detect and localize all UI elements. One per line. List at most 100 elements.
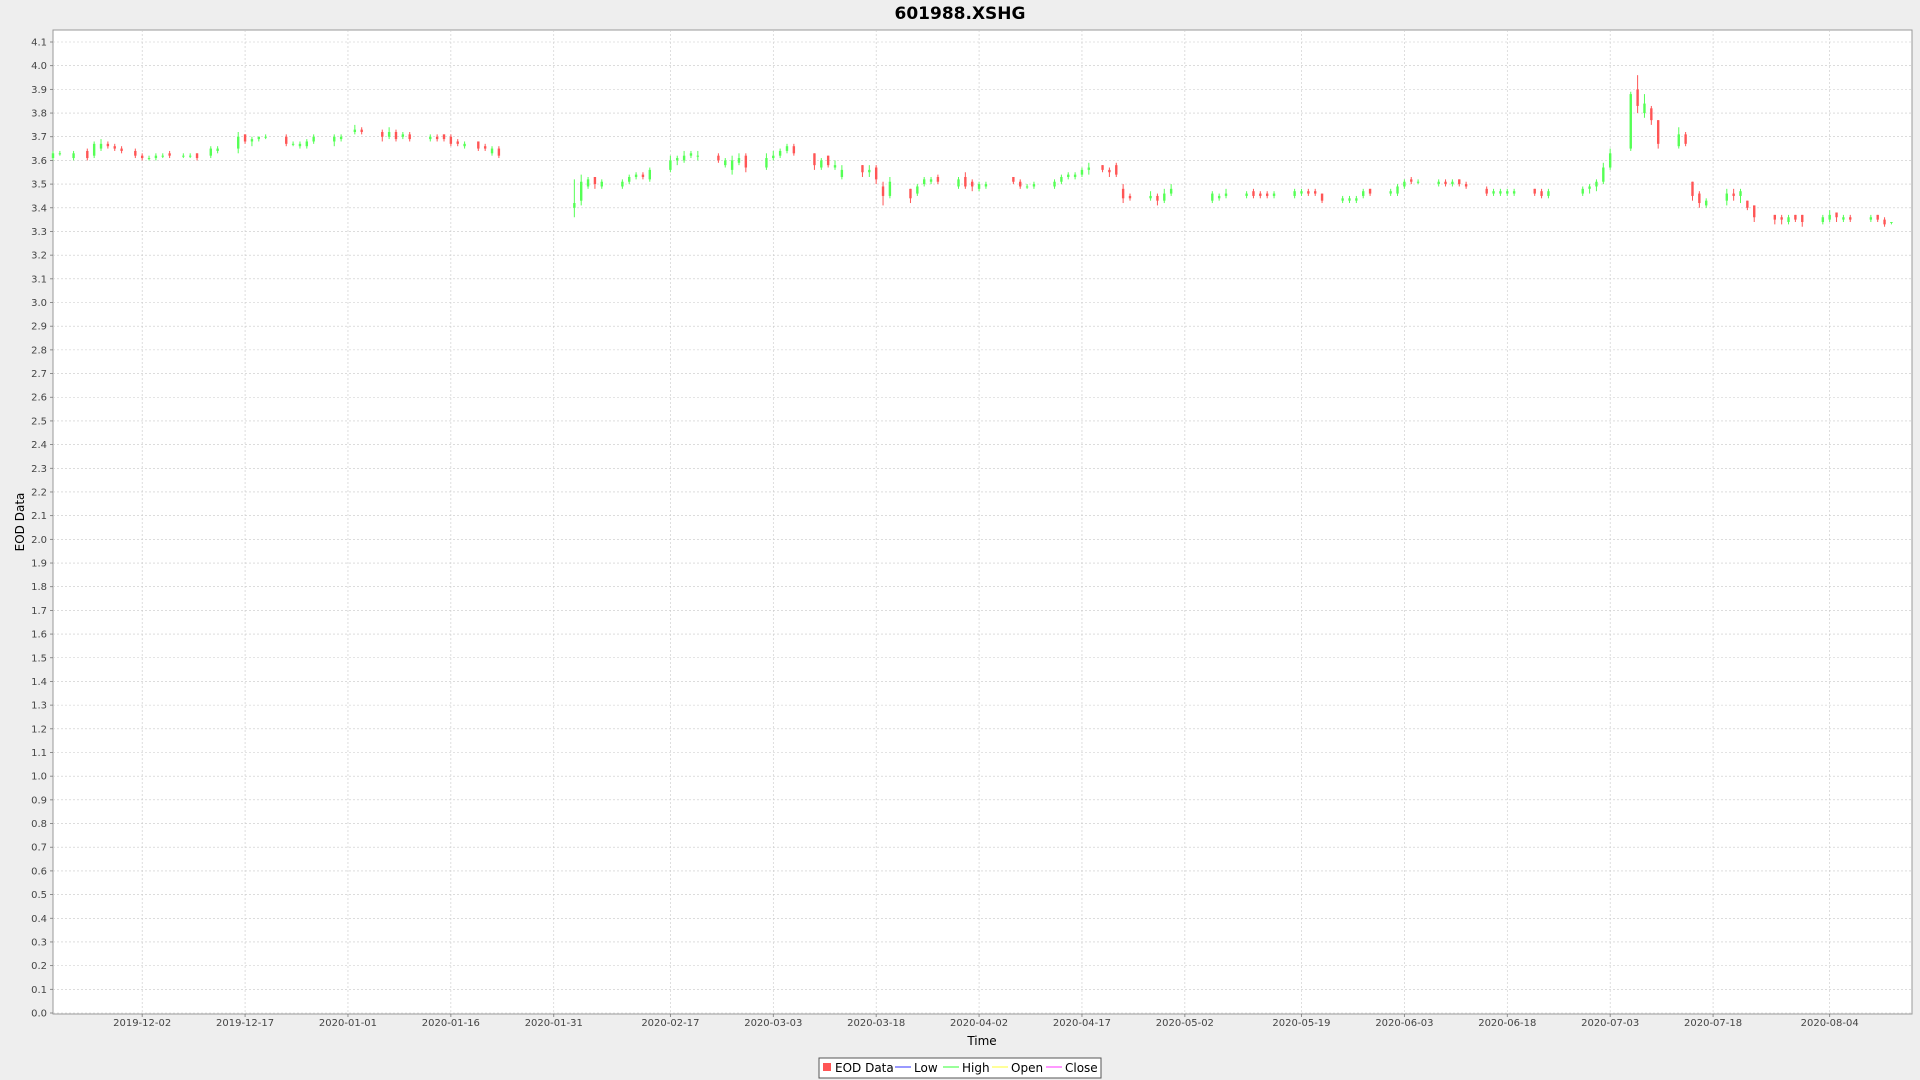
candle-body [1849, 217, 1852, 220]
candle-body [1458, 179, 1461, 185]
candle-body [724, 160, 727, 166]
candle-body [1602, 167, 1605, 182]
candle-body [922, 179, 926, 185]
candle-body [257, 136, 260, 140]
legend-label-eod-data: EOD Data [835, 1061, 894, 1075]
candle-body [1588, 186, 1591, 189]
candle-body [1835, 212, 1838, 218]
candle-body [820, 160, 823, 168]
candle-body [1746, 200, 1749, 208]
y-tick-label: 3.2 [31, 251, 47, 262]
candle-body [1464, 184, 1468, 187]
candle-body [243, 134, 247, 142]
candle-body [573, 203, 576, 208]
candle-body [1121, 188, 1125, 199]
candle-body [1506, 191, 1509, 194]
candle-body [628, 176, 631, 182]
y-tick-label: 0.4 [31, 914, 47, 925]
candle-body [1128, 195, 1132, 199]
candle-body [86, 150, 89, 159]
x-tick-label: 2020-06-03 [1375, 1018, 1433, 1029]
candle-body [188, 155, 192, 157]
candle-body [916, 186, 919, 194]
candle-body [648, 169, 652, 180]
candle-body [497, 148, 501, 156]
candle-body [381, 131, 384, 137]
y-tick-label: 1.7 [31, 606, 47, 617]
candles-layer [51, 75, 1893, 227]
candle-body [1547, 191, 1550, 196]
y-tick-label: 0.6 [31, 866, 47, 877]
candle-body [1156, 195, 1159, 201]
y-tick-label: 3.8 [31, 109, 47, 120]
y-tick-label: 0.5 [31, 890, 47, 901]
candle-body [1650, 108, 1653, 121]
candle-body [490, 148, 494, 154]
candle-body [874, 167, 878, 180]
candle-body [99, 143, 103, 149]
chart-title: 601988.XSHG [895, 4, 1026, 24]
y-tick-label: 3.0 [31, 298, 47, 309]
candle-body [387, 131, 391, 137]
candle-body [1821, 217, 1825, 222]
candle-body [957, 179, 960, 187]
y-tick-label: 2.3 [31, 464, 47, 475]
candle-body [826, 155, 830, 166]
candle-body [964, 176, 967, 187]
legend-label-high: High [962, 1061, 990, 1075]
candle-body [634, 174, 638, 177]
candle-body [1355, 198, 1358, 201]
candle-body [1416, 181, 1420, 183]
y-tick-label: 2.9 [31, 322, 47, 333]
candle-body [861, 165, 864, 173]
candle-body [408, 134, 411, 140]
candle-body [1828, 214, 1831, 220]
candle-body [689, 153, 693, 156]
candle-body [1787, 217, 1790, 222]
candle-body [1032, 184, 1036, 187]
candle-body [1410, 179, 1413, 182]
candle-body [1753, 205, 1756, 218]
candle-body [792, 146, 796, 154]
candle-body [161, 155, 164, 157]
y-tick-label: 1.0 [31, 772, 47, 783]
candle-body [1163, 193, 1166, 201]
candle-body [1067, 174, 1070, 177]
candle-body [696, 155, 700, 157]
candle-body [72, 153, 75, 159]
candle-body [1512, 191, 1516, 194]
candle-body [1608, 153, 1612, 168]
candle-body [1019, 181, 1022, 187]
candle-body [1636, 89, 1639, 106]
candle-body [333, 136, 336, 142]
y-tick-label: 2.8 [31, 345, 47, 356]
candle-body [600, 181, 603, 187]
candle-body [1890, 221, 1893, 223]
candle-body [833, 165, 837, 168]
legend-swatch-eod-data [823, 1063, 831, 1071]
y-tick-label: 2.5 [31, 416, 47, 427]
candle-body [483, 146, 487, 149]
candle-body [1540, 191, 1543, 196]
candle-body [1368, 188, 1372, 194]
candle-body [1149, 195, 1152, 199]
y-tick-label: 3.3 [31, 227, 47, 238]
candle-body [1272, 193, 1276, 196]
x-tick-label: 2020-03-18 [847, 1018, 905, 1029]
x-tick-label: 2019-12-17 [216, 1018, 274, 1029]
candle-body [209, 148, 212, 156]
x-tick-label: 2020-05-19 [1272, 1018, 1330, 1029]
candle-body [888, 181, 892, 196]
x-tick-label: 2020-01-31 [525, 1018, 583, 1029]
x-tick-label: 2020-08-04 [1801, 1018, 1859, 1029]
y-tick-label: 1.8 [31, 582, 47, 593]
y-tick-label: 0.1 [31, 985, 47, 996]
candle-body [298, 143, 302, 147]
candle-body [1300, 191, 1303, 194]
candle-body [1801, 214, 1804, 222]
candle-body [1073, 174, 1077, 177]
y-tick-label: 3.6 [31, 156, 47, 167]
y-tick-label: 2.7 [31, 369, 47, 380]
candle-body [1217, 195, 1221, 199]
candle-body [51, 153, 55, 159]
